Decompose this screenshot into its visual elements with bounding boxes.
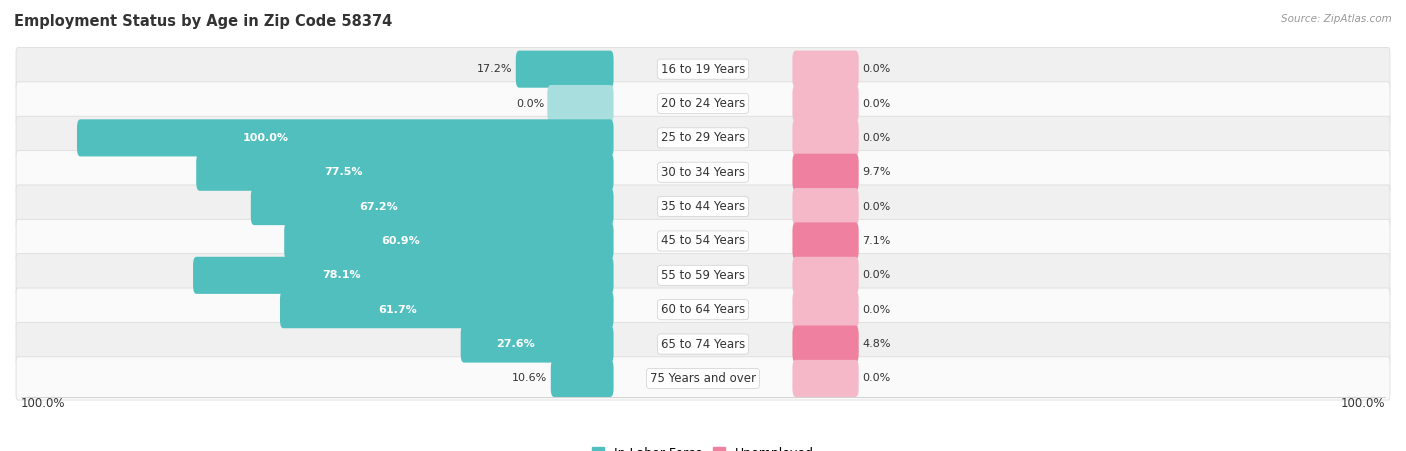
Text: 25 to 29 Years: 25 to 29 Years (661, 131, 745, 144)
FancyBboxPatch shape (551, 360, 613, 397)
FancyBboxPatch shape (280, 291, 613, 328)
Text: 0.0%: 0.0% (862, 64, 890, 74)
Text: 100.0%: 100.0% (243, 133, 288, 143)
Text: 61.7%: 61.7% (378, 305, 418, 315)
Text: 55 to 59 Years: 55 to 59 Years (661, 269, 745, 282)
FancyBboxPatch shape (15, 288, 1391, 331)
Text: 17.2%: 17.2% (477, 64, 512, 74)
FancyBboxPatch shape (193, 257, 613, 294)
FancyBboxPatch shape (793, 85, 859, 122)
Text: 0.0%: 0.0% (862, 202, 890, 212)
Text: 4.8%: 4.8% (862, 339, 890, 349)
FancyBboxPatch shape (15, 82, 1391, 125)
Text: 45 to 54 Years: 45 to 54 Years (661, 235, 745, 248)
Text: 10.6%: 10.6% (512, 373, 547, 383)
FancyBboxPatch shape (793, 154, 859, 191)
FancyBboxPatch shape (461, 326, 613, 363)
Text: 27.6%: 27.6% (496, 339, 534, 349)
Text: 0.0%: 0.0% (862, 373, 890, 383)
FancyBboxPatch shape (15, 219, 1391, 262)
FancyBboxPatch shape (793, 360, 859, 397)
FancyBboxPatch shape (793, 326, 859, 363)
FancyBboxPatch shape (15, 322, 1391, 366)
FancyBboxPatch shape (77, 120, 613, 156)
Text: 20 to 24 Years: 20 to 24 Years (661, 97, 745, 110)
Text: 65 to 74 Years: 65 to 74 Years (661, 337, 745, 350)
Text: 77.5%: 77.5% (323, 167, 363, 177)
FancyBboxPatch shape (15, 253, 1391, 297)
FancyBboxPatch shape (793, 188, 859, 225)
Text: 75 Years and over: 75 Years and over (650, 372, 756, 385)
Text: 30 to 34 Years: 30 to 34 Years (661, 166, 745, 179)
Text: 35 to 44 Years: 35 to 44 Years (661, 200, 745, 213)
FancyBboxPatch shape (793, 120, 859, 156)
Text: 100.0%: 100.0% (21, 396, 65, 410)
Text: 0.0%: 0.0% (862, 98, 890, 109)
FancyBboxPatch shape (793, 51, 859, 87)
FancyBboxPatch shape (15, 151, 1391, 194)
Text: 9.7%: 9.7% (862, 167, 890, 177)
FancyBboxPatch shape (197, 154, 613, 191)
FancyBboxPatch shape (15, 116, 1391, 160)
Text: 67.2%: 67.2% (360, 202, 398, 212)
Text: 100.0%: 100.0% (1341, 396, 1385, 410)
FancyBboxPatch shape (15, 47, 1391, 91)
Text: 16 to 19 Years: 16 to 19 Years (661, 63, 745, 76)
FancyBboxPatch shape (793, 257, 859, 294)
FancyBboxPatch shape (516, 51, 613, 87)
FancyBboxPatch shape (547, 85, 613, 122)
FancyBboxPatch shape (15, 357, 1391, 400)
Text: Source: ZipAtlas.com: Source: ZipAtlas.com (1281, 14, 1392, 23)
FancyBboxPatch shape (15, 185, 1391, 228)
Legend: In Labor Force, Unemployed: In Labor Force, Unemployed (586, 442, 820, 451)
Text: 0.0%: 0.0% (516, 98, 544, 109)
FancyBboxPatch shape (250, 188, 613, 225)
FancyBboxPatch shape (793, 222, 859, 259)
Text: 60.9%: 60.9% (381, 236, 420, 246)
Text: 78.1%: 78.1% (322, 270, 360, 281)
Text: 0.0%: 0.0% (862, 305, 890, 315)
Text: Employment Status by Age in Zip Code 58374: Employment Status by Age in Zip Code 583… (14, 14, 392, 28)
FancyBboxPatch shape (284, 222, 613, 259)
Text: 0.0%: 0.0% (862, 270, 890, 281)
FancyBboxPatch shape (793, 291, 859, 328)
Text: 7.1%: 7.1% (862, 236, 890, 246)
Text: 0.0%: 0.0% (862, 133, 890, 143)
Text: 60 to 64 Years: 60 to 64 Years (661, 303, 745, 316)
